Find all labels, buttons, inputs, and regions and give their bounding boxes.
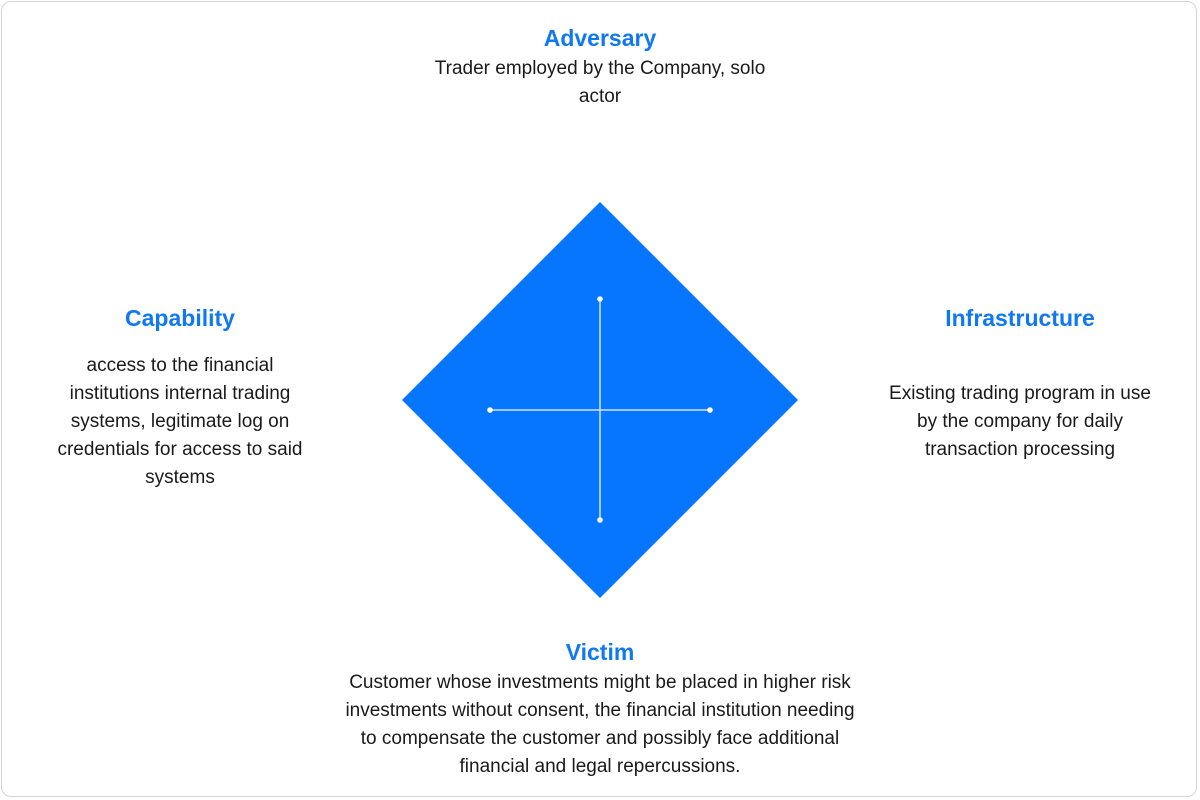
adversary-text: Trader employed by the Company, solo act…	[434, 58, 766, 107]
axis-endpoint-top	[597, 296, 603, 302]
capability-text: access to the financial institutions int…	[57, 355, 303, 488]
capability-title: Capability	[125, 305, 235, 331]
axis-endpoint-right	[707, 407, 713, 413]
victim-node: Victim Customer whose investments might …	[290, 637, 910, 781]
diamond-model-shape	[402, 202, 798, 598]
axis-endpoint-left	[487, 407, 493, 413]
axis-endpoint-bottom	[597, 517, 603, 523]
adversary-node: Adversary Trader employed by the Company…	[400, 23, 800, 111]
victim-title: Victim	[565, 639, 635, 665]
adversary-title: Adversary	[543, 25, 657, 51]
victim-text: Customer whose investments might be plac…	[345, 672, 855, 777]
infrastructure-title: Infrastructure	[945, 305, 1095, 331]
capability-node: Capability access to the financial insti…	[30, 303, 330, 492]
infrastructure-text: Existing trading program in use by the c…	[889, 383, 1151, 460]
infrastructure-node: Infrastructure Existing trading program …	[860, 303, 1180, 464]
